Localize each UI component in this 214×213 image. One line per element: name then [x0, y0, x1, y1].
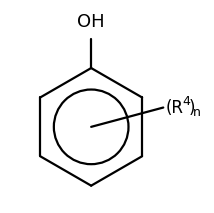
Text: n: n	[193, 106, 201, 119]
Text: 4: 4	[183, 95, 190, 108]
Text: (R: (R	[165, 99, 184, 117]
Text: OH: OH	[77, 13, 105, 31]
Text: ): )	[188, 99, 195, 117]
